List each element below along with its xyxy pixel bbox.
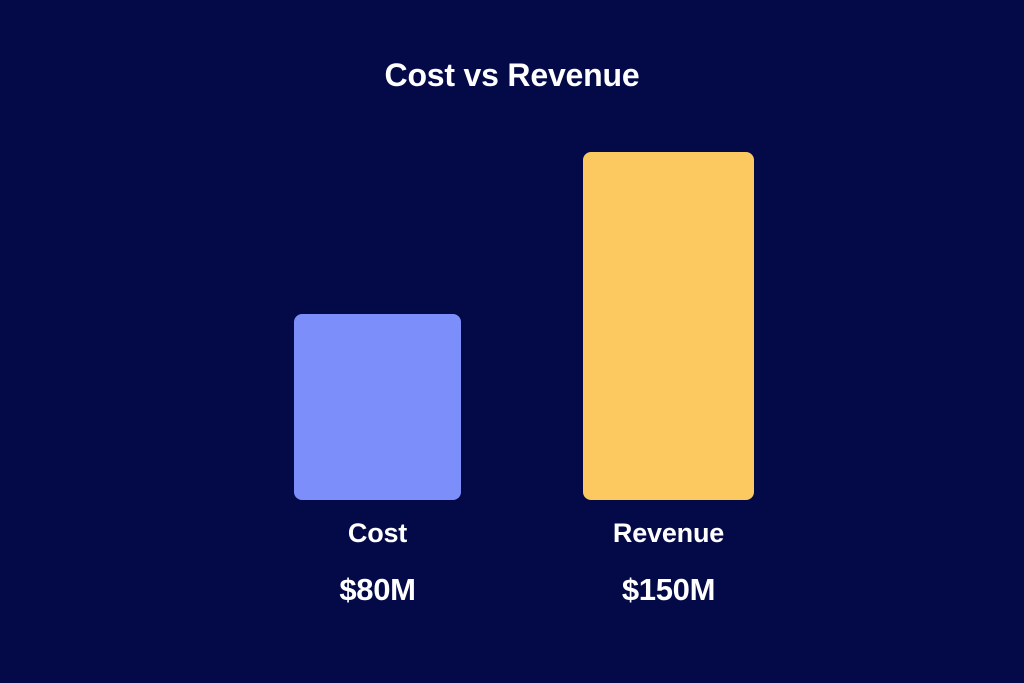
plot-area [0,130,1024,500]
value-label-cost: $80M [339,572,416,607]
bar-revenue [583,152,754,500]
category-label-cost: Cost [347,518,408,548]
category-labels-row: Cost $80M Revenue $150M [0,500,1024,640]
category-label-revenue: Revenue [612,518,725,548]
bar-cost [294,314,461,500]
label-block-revenue: Revenue $150M [583,500,754,608]
chart-title: Cost vs Revenue [384,57,640,93]
label-block-cost: Cost $80M [294,500,461,608]
bar-group-cost [294,314,461,500]
bar-group-revenue [583,152,754,500]
value-label-revenue: $150M [621,572,716,607]
